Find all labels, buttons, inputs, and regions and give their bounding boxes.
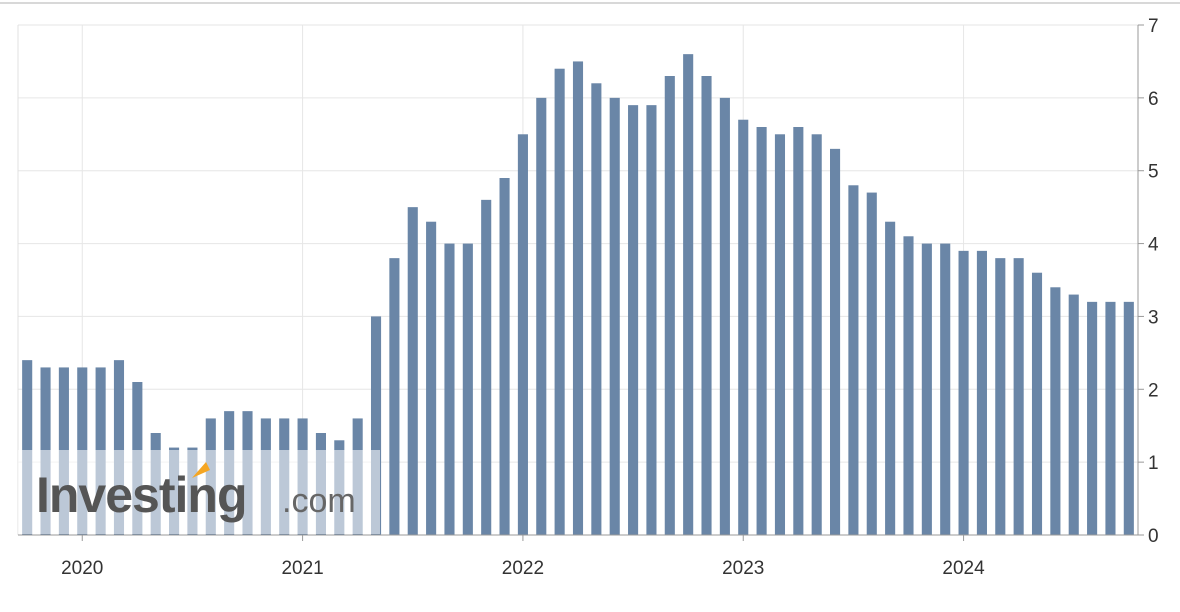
bar — [958, 250, 969, 535]
y-tick-label: 3 — [1148, 307, 1159, 328]
bar — [536, 97, 547, 535]
bar — [976, 250, 987, 535]
bar — [811, 134, 822, 536]
bar — [719, 97, 730, 535]
bar — [22, 360, 33, 535]
bar — [1031, 272, 1043, 535]
y-tick-label: 4 — [1148, 235, 1159, 256]
x-axis: 2020 2021 2022 2023 2024 — [61, 535, 985, 579]
bar — [554, 68, 565, 535]
bar — [701, 76, 712, 535]
y-tick-label: 7 — [1148, 16, 1159, 37]
bar — [646, 105, 657, 536]
bar — [903, 236, 914, 536]
watermark-suffix: .com — [282, 482, 356, 520]
bar — [995, 258, 1006, 535]
bar — [370, 316, 382, 535]
bar — [756, 127, 767, 535]
x-tick-label: 2021 — [281, 558, 323, 579]
bar — [426, 221, 437, 535]
bar — [389, 258, 400, 535]
y-tick-label: 1 — [1148, 453, 1159, 474]
watermark-accent-mark — [192, 462, 210, 478]
y-axis: 0 1 2 3 4 5 6 7 — [1137, 16, 1159, 547]
bar — [848, 185, 859, 536]
y-tick-label: 0 — [1148, 526, 1159, 547]
bar — [1087, 301, 1098, 535]
bar — [1050, 287, 1061, 535]
bar — [774, 134, 786, 536]
bar — [499, 178, 510, 535]
bar — [683, 54, 694, 536]
investing-watermark: Investing .com — [18, 450, 380, 534]
bar — [921, 243, 932, 536]
bar — [113, 360, 125, 535]
bar — [628, 105, 639, 536]
bar — [517, 134, 528, 536]
bar — [738, 119, 749, 535]
x-tick-label: 2022 — [502, 558, 544, 579]
bar — [664, 76, 675, 535]
bar — [885, 221, 896, 535]
bar — [866, 192, 877, 536]
y-tick-label: 6 — [1148, 89, 1159, 110]
x-tick-label: 2023 — [722, 558, 764, 579]
bar — [462, 243, 473, 536]
bar — [481, 199, 492, 535]
bar — [444, 243, 455, 536]
y-tick-label: 5 — [1148, 162, 1159, 183]
watermark-backdrop — [18, 450, 380, 534]
bar — [591, 83, 602, 536]
bar — [940, 243, 951, 536]
bar — [1068, 294, 1079, 535]
bar — [407, 207, 418, 535]
bar — [1105, 301, 1116, 535]
x-tick-label: 2024 — [942, 558, 985, 579]
bar — [793, 127, 804, 535]
bar — [1123, 301, 1134, 535]
watermark-brand: Investing — [36, 467, 246, 523]
bar — [609, 97, 620, 535]
bar — [572, 61, 584, 536]
x-tick-label: 2020 — [61, 558, 103, 579]
bar — [830, 148, 841, 535]
y-tick-label: 2 — [1148, 380, 1159, 401]
bar — [1013, 258, 1024, 535]
